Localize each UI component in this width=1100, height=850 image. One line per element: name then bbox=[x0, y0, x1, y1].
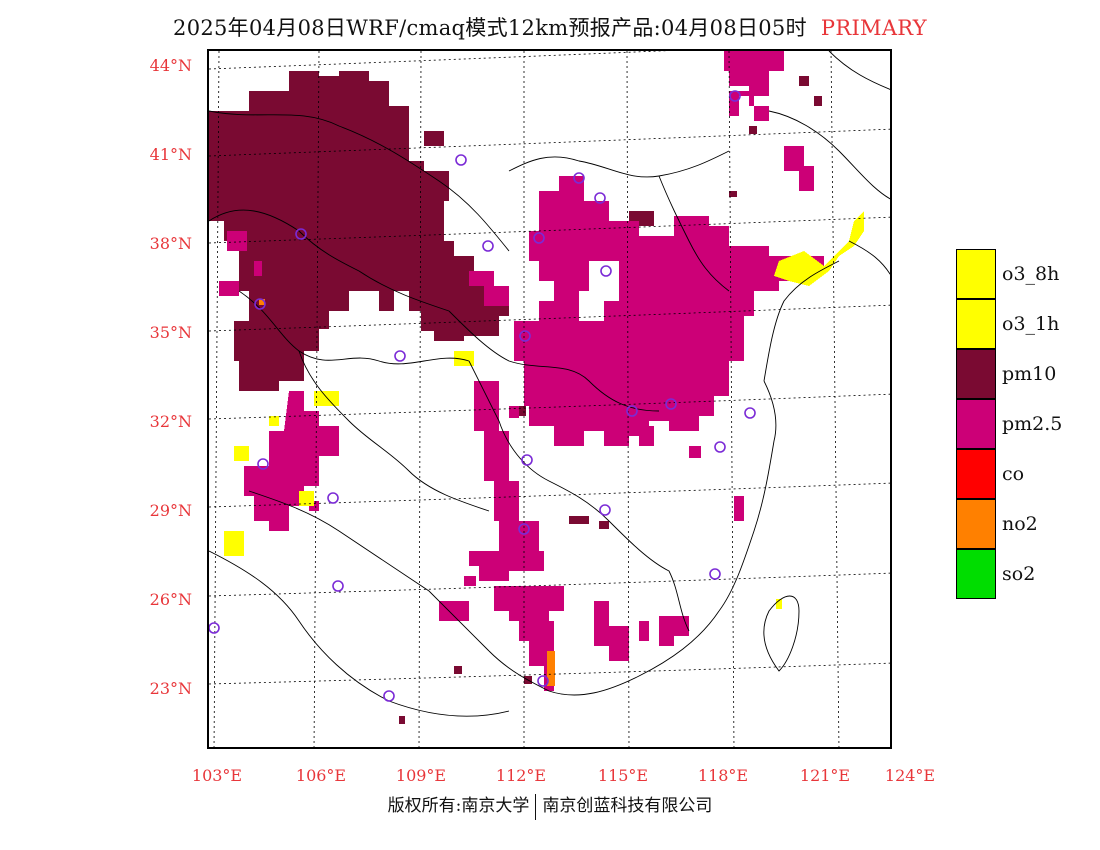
lat-label-35: 35°N bbox=[149, 323, 192, 342]
legend-swatch bbox=[956, 449, 996, 499]
legend-label: o3_1h bbox=[1002, 313, 1060, 335]
station-marker bbox=[521, 454, 533, 466]
station-marker bbox=[482, 240, 494, 252]
map-canvas bbox=[209, 51, 890, 747]
station-marker bbox=[209, 622, 220, 634]
copyright-footer: 版权所有:南京大学 南京创蓝科技有限公司 bbox=[0, 791, 1100, 820]
copyright-right: 南京创蓝科技有限公司 bbox=[542, 796, 713, 816]
legend-label: pm2.5 bbox=[1002, 413, 1063, 435]
station-marker bbox=[327, 492, 339, 504]
legend-swatch bbox=[956, 499, 996, 549]
station-marker bbox=[383, 690, 395, 702]
lat-label-44: 44°N bbox=[149, 56, 192, 75]
station-marker bbox=[626, 405, 638, 417]
legend-swatch bbox=[956, 249, 996, 299]
lat-label-23: 23°N bbox=[149, 679, 192, 698]
legend-swatch bbox=[956, 549, 996, 599]
station-marker bbox=[518, 523, 530, 535]
lat-label-32: 32°N bbox=[149, 412, 192, 431]
lon-label-121: 121°E bbox=[799, 766, 851, 785]
station-marker bbox=[709, 568, 721, 580]
station-marker bbox=[257, 458, 269, 470]
legend-label: co bbox=[1002, 463, 1025, 485]
station-marker bbox=[455, 154, 467, 166]
graticule bbox=[209, 51, 890, 747]
province-boundaries bbox=[209, 51, 890, 717]
legend-label: no2 bbox=[1002, 513, 1038, 535]
station-marker bbox=[714, 441, 726, 453]
station-marker bbox=[295, 228, 307, 240]
station-marker bbox=[537, 675, 549, 687]
lon-label-112: 112°E bbox=[495, 766, 547, 785]
lat-label-38: 38°N bbox=[149, 234, 192, 253]
lat-label-26: 26°N bbox=[149, 590, 192, 609]
legend-label: pm10 bbox=[1002, 363, 1057, 385]
lon-label-106: 106°E bbox=[295, 766, 347, 785]
station-marker bbox=[594, 192, 606, 204]
lon-label-118: 118°E bbox=[697, 766, 749, 785]
lon-label-124: 124°E bbox=[884, 766, 936, 785]
o3-layer bbox=[224, 211, 864, 609]
lon-label-103: 103°E bbox=[191, 766, 243, 785]
footer-separator bbox=[535, 793, 537, 820]
lon-label-115: 115°E bbox=[597, 766, 649, 785]
station-marker bbox=[599, 504, 611, 516]
station-marker bbox=[573, 172, 585, 184]
station-marker bbox=[394, 350, 406, 362]
lon-label-109: 109°E bbox=[395, 766, 447, 785]
station-marker bbox=[665, 398, 677, 410]
legend-swatch bbox=[956, 299, 996, 349]
map-panel bbox=[207, 49, 892, 749]
legend-label: o3_8h bbox=[1002, 263, 1060, 285]
station-marker bbox=[519, 330, 531, 342]
legend-swatch bbox=[956, 349, 996, 399]
title-text: 2025年04月08日WRF/cmaq模式12km预报产品:04月08日05时 bbox=[173, 16, 807, 40]
station-marker bbox=[533, 232, 545, 244]
station-marker bbox=[254, 298, 266, 310]
legend-label: so2 bbox=[1002, 563, 1036, 585]
station-marker bbox=[744, 407, 756, 419]
copyright-left: 版权所有:南京大学 bbox=[387, 796, 530, 816]
station-marker bbox=[729, 90, 741, 102]
no2-layer bbox=[259, 299, 555, 686]
primary-tag: PRIMARY bbox=[820, 16, 927, 40]
lat-label-29: 29°N bbox=[149, 501, 192, 520]
station-marker bbox=[600, 265, 612, 277]
station-markers bbox=[209, 90, 756, 702]
lat-label-41: 41°N bbox=[149, 145, 192, 164]
legend-swatch bbox=[956, 399, 996, 449]
station-marker bbox=[332, 580, 344, 592]
map-title: 2025年04月08日WRF/cmaq模式12km预报产品:04月08日05时 P… bbox=[0, 12, 1100, 42]
